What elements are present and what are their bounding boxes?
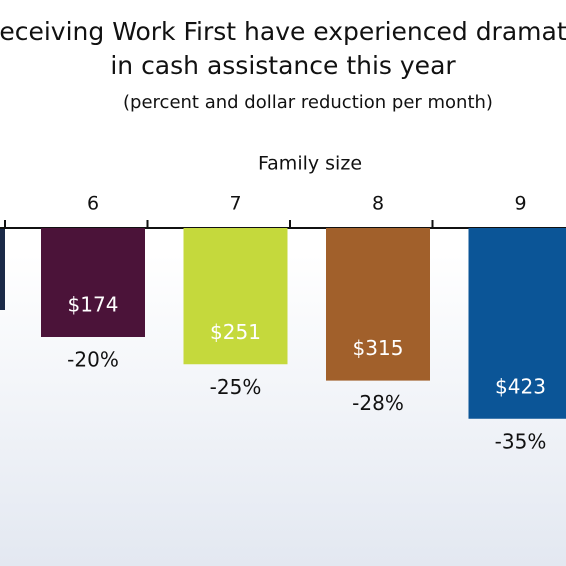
cropped-bar (0, 228, 5, 310)
amount-label: $315 (353, 336, 404, 360)
x-tick-label: 7 (229, 193, 241, 215)
x-tick-label: 9 (514, 193, 526, 215)
bar (41, 228, 145, 337)
chart-subtitle: (percent and dollar reduction per month) (123, 92, 493, 113)
bar (468, 228, 566, 419)
value-label: -35% (495, 429, 547, 453)
x-tick-label: 8 (372, 193, 384, 215)
value-label: -25% (210, 375, 262, 399)
x-axis-label: Family size (258, 153, 362, 175)
value-label: -20% (67, 348, 119, 372)
amount-label: $423 (495, 374, 546, 398)
x-tick-label: 6 (87, 193, 99, 215)
amount-label: $174 (68, 293, 119, 317)
bar (183, 228, 288, 365)
amount-label: $251 (210, 320, 261, 344)
chart-title: in cash assistance this year (110, 51, 456, 80)
bar (326, 228, 430, 381)
chart-title: eceiving Work First have experienced dra… (0, 17, 566, 46)
value-label: -28% (352, 391, 404, 415)
